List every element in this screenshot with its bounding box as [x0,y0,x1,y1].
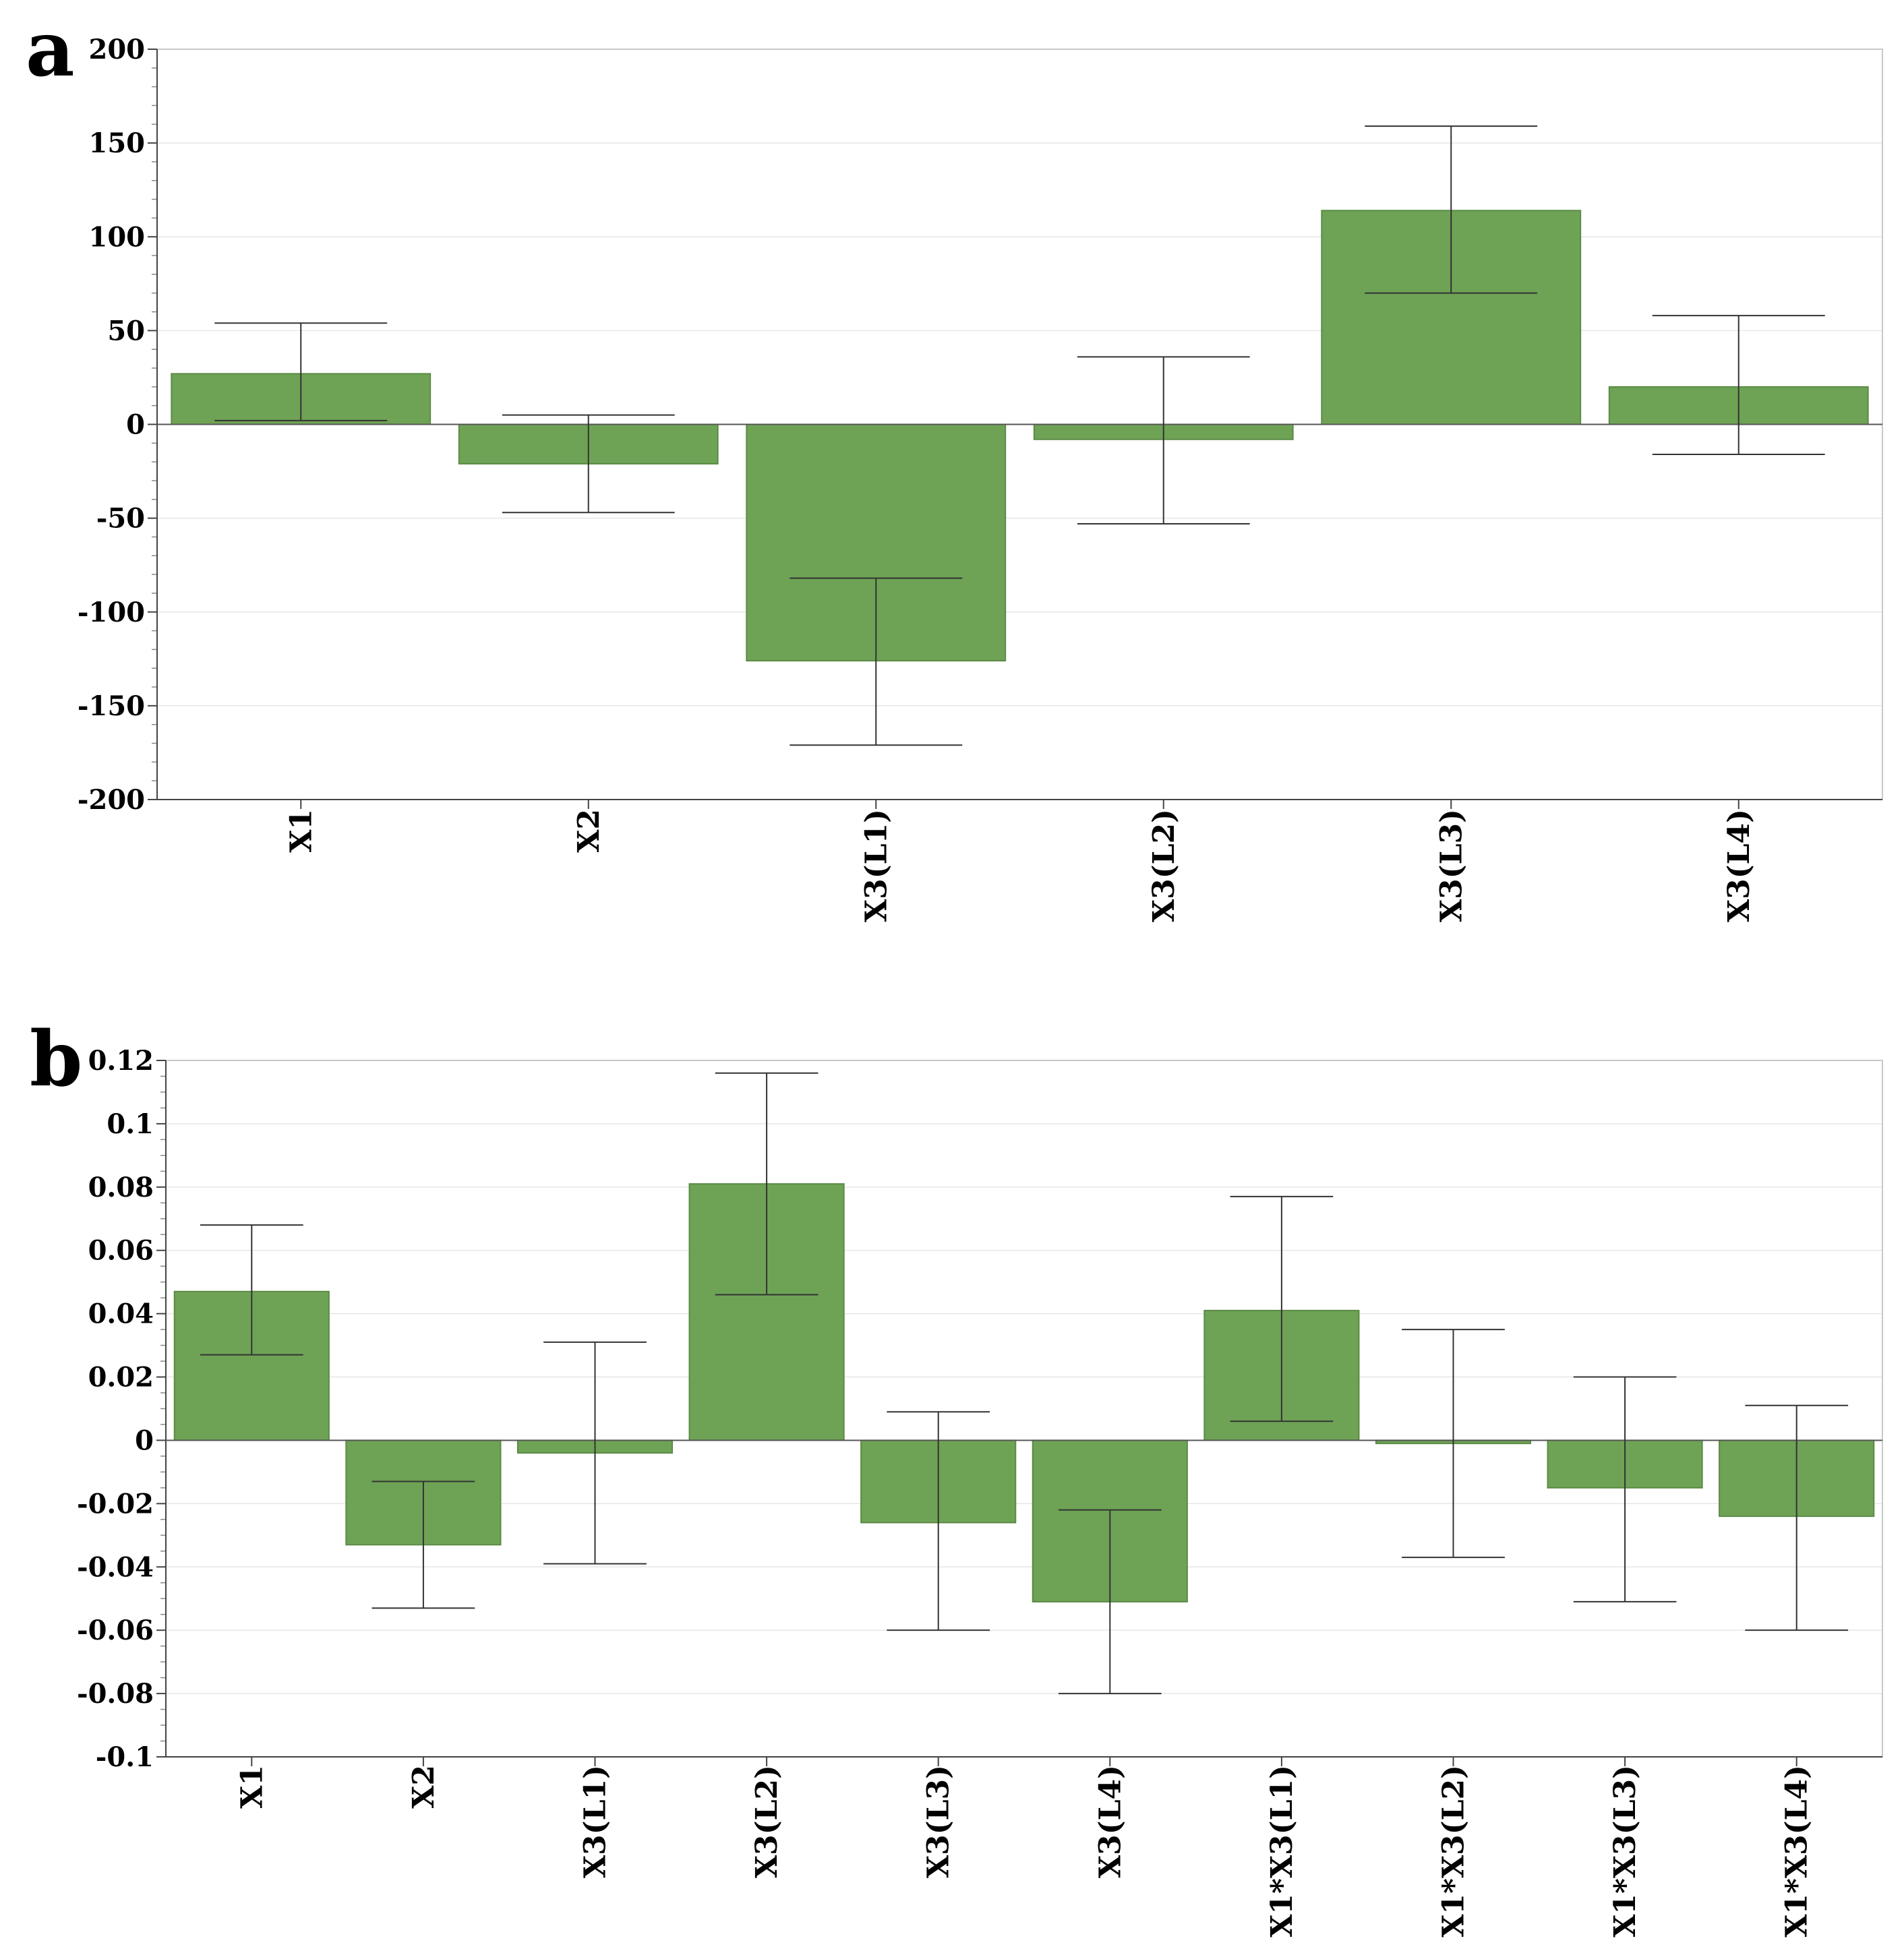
y-tick-label: -0.06 [77,1615,154,1646]
y-tick-label: 0 [135,1424,154,1456]
y-tick-label: -0.1 [96,1741,154,1773]
x-tick-label: X1*X3(L3) [1608,1765,1642,1938]
y-tick-label: -100 [78,597,145,628]
panel-a-letter: a [26,5,75,94]
x-tick-label: X1 [284,809,318,853]
x-tick-label: X3(L1) [859,809,893,922]
x-tick-label: X3(L1) [578,1765,613,1878]
y-tick-label: 0.1 [107,1108,154,1140]
x-tick-label: X1*X3(L4) [1780,1765,1814,1938]
x-tick-label: X2 [407,1765,441,1809]
x-tick-label: X3(L4) [1722,809,1756,922]
y-tick-label: 0 [126,409,145,441]
panel-b-letter: b [30,1015,82,1104]
x-tick-label: X3(L4) [1093,1765,1127,1878]
y-tick-label: 50 [107,315,145,347]
y-tick-label: -200 [78,784,145,816]
y-tick-label: 0.06 [88,1235,154,1267]
y-tick-label: 200 [89,34,146,65]
x-tick-label: X1*X3(L1) [1265,1765,1299,1938]
y-tick-label: 0.04 [88,1298,154,1330]
x-tick-label: X3(L3) [922,1765,956,1878]
y-tick-label: -0.02 [77,1488,154,1520]
panel-b-chart: b 0.12 0.1 0.08 0.06 0.04 0.02 0 -0.02 -0.04 -0.0… [30,1015,1883,1938]
y-tick-label: 100 [89,221,146,253]
x-tick-label: X3(L2) [1147,809,1181,922]
x-tick-label: X1 [235,1765,269,1809]
x-tick-label: X1*X3(L2) [1437,1765,1471,1938]
y-tick-label: -50 [96,503,145,535]
y-tick-label: 0.08 [88,1172,154,1203]
y-tick-label: -150 [78,690,145,722]
panel-a-chart: a 200 150 100 50 0 -50 -100 -150 -200 X1 X2 X3(L1) X… [26,5,1883,922]
y-tick-label: 0.02 [88,1362,154,1393]
y-tick-label: 150 [89,127,146,159]
x-tick-label: X3(L3) [1434,809,1468,922]
y-tick-label: 0.12 [88,1045,154,1077]
x-tick-label: X2 [572,809,606,853]
x-tick-label: X3(L2) [750,1765,784,1878]
y-tick-label: -0.08 [77,1678,154,1710]
y-tick-label: -0.04 [77,1551,154,1583]
